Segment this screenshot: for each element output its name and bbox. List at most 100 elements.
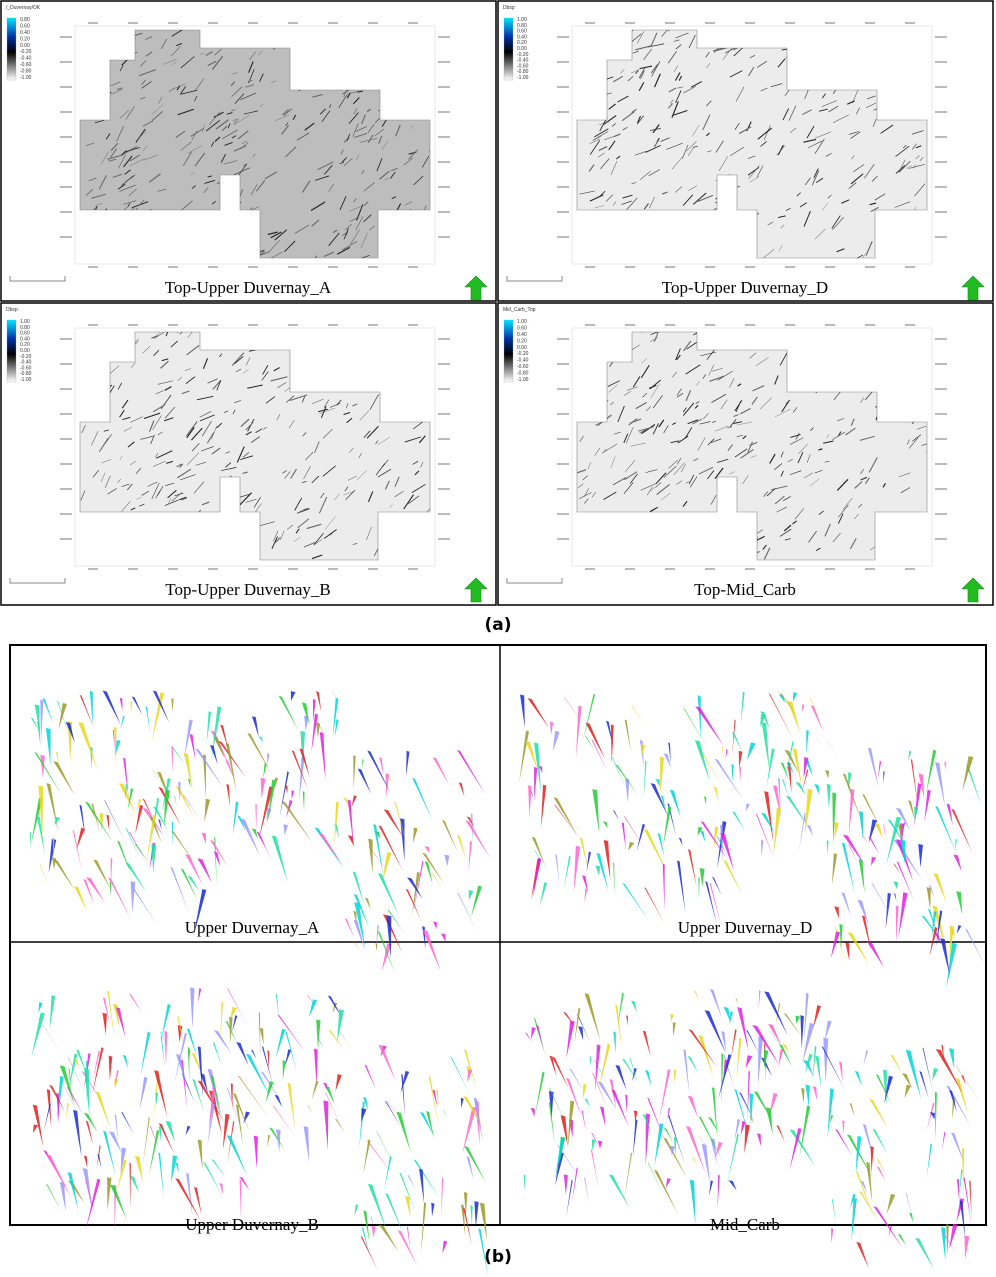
fault-streak bbox=[343, 490, 355, 496]
fault-streak bbox=[899, 472, 911, 477]
fault-streak bbox=[676, 354, 681, 361]
fault-streak bbox=[303, 541, 316, 548]
fault-streak bbox=[426, 505, 430, 513]
fault-streak bbox=[403, 494, 414, 510]
fault-streak bbox=[103, 429, 109, 432]
fault-streak bbox=[865, 241, 873, 256]
fault-streak bbox=[727, 426, 733, 429]
fault-streak bbox=[379, 170, 390, 180]
fault-surface bbox=[193, 888, 207, 937]
fault-surface bbox=[672, 1022, 676, 1037]
fault-streak bbox=[201, 124, 206, 133]
fault-streak bbox=[281, 124, 290, 135]
fault-streak bbox=[171, 492, 183, 502]
fault-streak bbox=[204, 179, 216, 184]
fault-surface bbox=[549, 1055, 557, 1077]
colorbar bbox=[503, 319, 514, 383]
fault-streak bbox=[621, 111, 635, 122]
fault-surface bbox=[120, 1147, 127, 1175]
fault-streak bbox=[408, 149, 418, 160]
fault-streak bbox=[224, 141, 233, 146]
fault-surface bbox=[571, 1167, 578, 1203]
fault-surface bbox=[946, 942, 957, 988]
fault-streak bbox=[404, 436, 421, 443]
fault-streak bbox=[352, 97, 360, 105]
fault-surface bbox=[48, 838, 57, 874]
axis-label-placeholder bbox=[935, 186, 947, 188]
fault-surface bbox=[787, 762, 792, 794]
fault-streak bbox=[145, 51, 153, 57]
fault-surface bbox=[673, 1136, 677, 1156]
fault-streak bbox=[856, 107, 860, 115]
fault-surface bbox=[226, 1087, 243, 1132]
fault-surface bbox=[232, 801, 239, 836]
fault-surface bbox=[209, 744, 218, 765]
fault-streak bbox=[190, 172, 195, 176]
colorbar-label: 0.00 bbox=[517, 46, 527, 52]
fault-streak bbox=[186, 427, 195, 439]
fault-surface bbox=[374, 830, 381, 839]
axis-label-placeholder bbox=[557, 463, 569, 465]
fault-surface bbox=[798, 812, 806, 852]
fault-streak bbox=[751, 396, 758, 405]
fault-streak bbox=[625, 426, 634, 444]
fault-surface bbox=[596, 853, 609, 892]
fault-streak bbox=[653, 395, 663, 409]
fault-streak bbox=[671, 156, 683, 170]
fault-surface bbox=[251, 828, 258, 839]
fault-streak bbox=[394, 491, 404, 498]
fault-streak bbox=[235, 114, 250, 125]
fault-surface bbox=[444, 854, 450, 867]
axis-label-placeholder bbox=[88, 568, 98, 570]
fault-streak bbox=[645, 406, 652, 412]
fault-streak bbox=[652, 124, 660, 134]
axis-label-placeholder bbox=[60, 338, 72, 340]
fault-surface bbox=[908, 750, 912, 761]
fault-streak bbox=[125, 105, 135, 120]
fault-surface bbox=[825, 769, 830, 779]
fault-streak bbox=[176, 468, 192, 479]
view-caption: Upper Duvernay_B bbox=[185, 1215, 319, 1234]
fault-surface bbox=[301, 702, 310, 726]
fault-streak bbox=[119, 184, 136, 192]
fault-streak bbox=[413, 175, 424, 186]
fault-surface bbox=[170, 866, 189, 913]
fault-surface bbox=[66, 1102, 69, 1120]
fault-streak bbox=[339, 162, 344, 164]
fault-surface bbox=[247, 732, 272, 774]
fault-streak bbox=[286, 395, 295, 403]
fault-streak bbox=[836, 418, 845, 422]
fault-surface bbox=[442, 819, 458, 852]
fault-surface bbox=[276, 1129, 281, 1152]
fault-streak bbox=[160, 38, 168, 50]
fault-streak bbox=[245, 498, 257, 503]
fault-streak bbox=[147, 481, 158, 487]
fault-streak bbox=[305, 451, 314, 461]
axis-label-placeholder bbox=[168, 568, 178, 570]
axis-label-placeholder bbox=[438, 36, 450, 38]
fault-streak bbox=[270, 231, 282, 239]
fault-surface bbox=[412, 827, 418, 844]
fault-surface bbox=[721, 1031, 727, 1053]
fault-streak bbox=[361, 114, 366, 125]
fault-surface bbox=[462, 1207, 472, 1246]
fault-streak bbox=[261, 371, 269, 381]
fault-surface bbox=[219, 1182, 224, 1195]
colorbar-label: -0.60 bbox=[517, 63, 529, 69]
fault-streak bbox=[699, 421, 711, 425]
fault-surface bbox=[691, 1157, 698, 1166]
fault-streak bbox=[264, 171, 277, 180]
fault-surface bbox=[139, 1076, 148, 1110]
fault-surface bbox=[367, 750, 391, 794]
fault-streak bbox=[282, 470, 287, 474]
fault-surface bbox=[40, 699, 44, 743]
fault-surface bbox=[755, 813, 775, 860]
fault-streak bbox=[676, 457, 682, 465]
fault-streak bbox=[259, 73, 264, 82]
fault-streak bbox=[861, 253, 867, 258]
fault-streak bbox=[621, 200, 632, 205]
fault-streak bbox=[729, 378, 735, 388]
fault-surface bbox=[108, 1055, 113, 1081]
fault-streak bbox=[136, 130, 147, 141]
fault-streak bbox=[170, 340, 178, 348]
